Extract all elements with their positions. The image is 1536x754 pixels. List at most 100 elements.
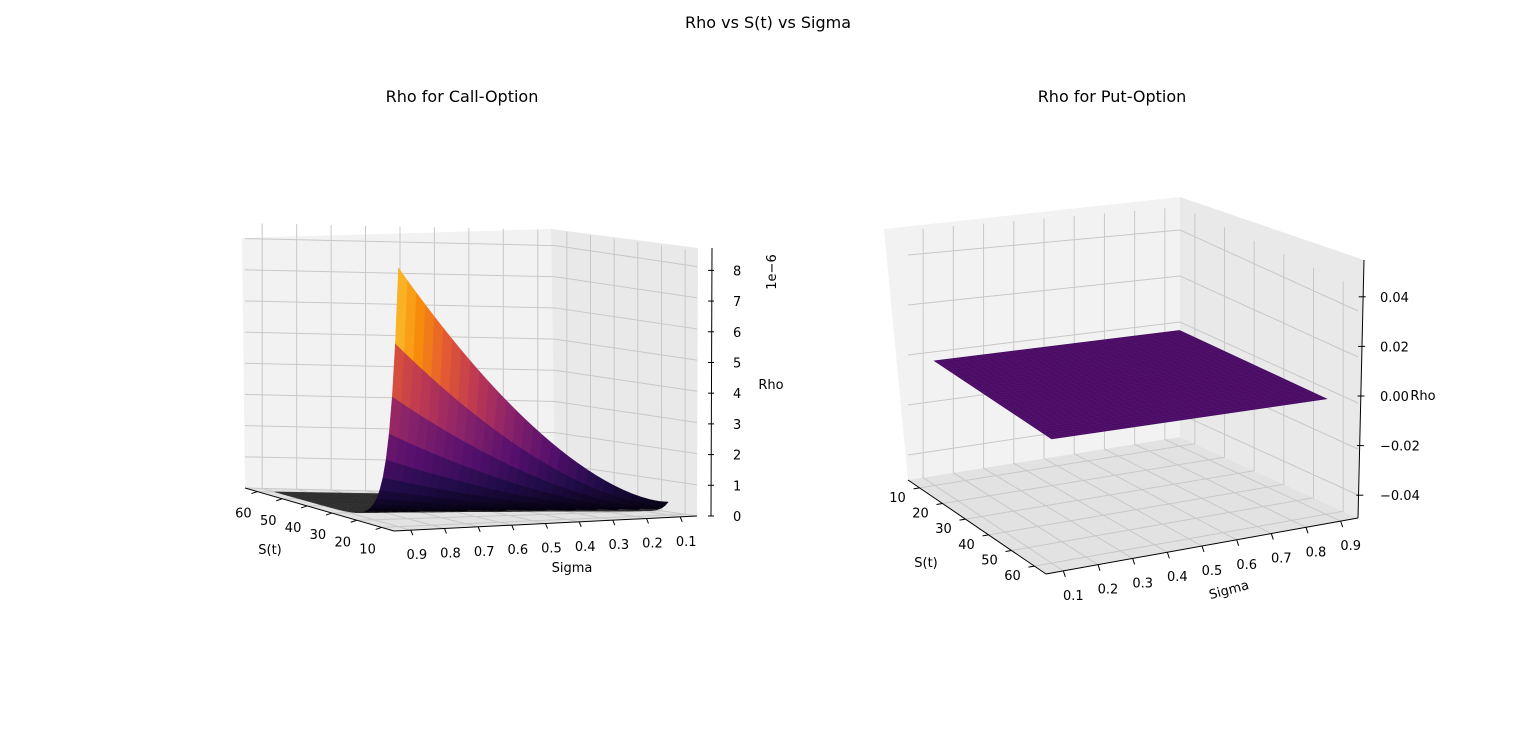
- call-sigma-tick: [578, 521, 582, 528]
- put-grid-line: [1013, 221, 1168, 553]
- put-grid-line: [1011, 267, 1314, 551]
- put-grid-line: [988, 254, 1285, 536]
- put-s-tick: [913, 487, 920, 490]
- put-grid-line: [907, 321, 1359, 404]
- put-sigma-tick-label: 0.5: [1202, 564, 1223, 579]
- call-z-tick-label: 1: [733, 479, 741, 494]
- put-surface-mesh: [1093, 341, 1231, 413]
- put-surface-mesh: [940, 359, 1059, 438]
- put-surface-mesh: [1112, 338, 1251, 410]
- put-surface-mesh: [995, 353, 1121, 429]
- put-surface-mesh: [1173, 331, 1320, 400]
- call-z-tick-label: 0: [733, 510, 741, 525]
- put-surface-mesh: [1148, 334, 1292, 404]
- call-sigma-tick-label: 0.6: [507, 543, 528, 558]
- put-side-wall: [1180, 197, 1364, 518]
- put-s-tick: [1005, 550, 1012, 552]
- put-s-tick-label: 30: [935, 522, 952, 537]
- call-grid-line: [244, 269, 698, 299]
- put-surface-mesh: [1069, 344, 1203, 417]
- put-rho-axis-label: Rho: [1410, 389, 1435, 404]
- put-z-axis-line: [1357, 259, 1365, 519]
- put-sigma-tick-label: 0.2: [1098, 583, 1119, 598]
- put-grid-line: [1043, 218, 1203, 547]
- put-surface-mesh: [959, 357, 1080, 435]
- call-s-tick-label: 60: [235, 507, 252, 522]
- call-z-tick-label: 4: [733, 387, 741, 402]
- call-sigma-tick-label: 0.8: [440, 547, 461, 562]
- put-surface-mesh: [953, 358, 1073, 436]
- put-sigma-tick-label: 0.4: [1167, 570, 1188, 585]
- call-z-tick-label: 3: [733, 418, 741, 433]
- put-sigma-tick: [1236, 539, 1240, 546]
- put-grid-line: [907, 275, 1359, 358]
- put-sigma-tick: [1340, 520, 1344, 528]
- put-surface-mesh: [1167, 331, 1313, 401]
- put-grid-line: [965, 240, 1255, 520]
- call-s-tick-label: 30: [310, 528, 327, 543]
- call-sigma-tick: [410, 529, 414, 536]
- put-sigma-tick-label: 0.7: [1271, 552, 1292, 567]
- put-surface-mesh: [1136, 335, 1279, 406]
- put-surface-mesh: [1057, 345, 1189, 419]
- call-surface: [274, 267, 669, 513]
- put-sigma-tick-label: 0.9: [1340, 539, 1361, 554]
- put-z-tick-label: 0.04: [1380, 291, 1409, 306]
- put-sigma-tick: [1097, 564, 1101, 571]
- call-sigma-tick-label: 0.9: [406, 548, 427, 563]
- put-surface: [933, 330, 1328, 440]
- call-grid-line: [244, 238, 698, 268]
- call-grid-line: [296, 224, 445, 529]
- call-grid-line: [244, 425, 698, 455]
- put-grid-line: [983, 223, 1133, 559]
- put-option-plot: Rho for Put-Option 0.04 0.02 0.00 −0.02 −0.0…: [884, 87, 1436, 604]
- put-grid-line: [1134, 210, 1307, 528]
- call-sigma-tick: [477, 526, 481, 533]
- put-s-axis-line: [907, 479, 1047, 575]
- call-sigma-tick: [646, 518, 649, 524]
- put-sigma-tick: [1062, 570, 1066, 578]
- call-sigma-axis-label: Sigma: [552, 561, 593, 576]
- put-surface-mesh: [1001, 352, 1128, 428]
- put-surface-mesh: [1118, 337, 1258, 409]
- put-sigma-tick: [1132, 558, 1136, 565]
- put-surface-mesh: [1008, 351, 1135, 427]
- call-z-axis-line: [710, 247, 713, 517]
- put-sigma-tick: [1201, 545, 1205, 553]
- put-surface-mesh: [1106, 339, 1244, 411]
- put-surface-mesh: [1087, 341, 1224, 414]
- put-sigma-axis-label: Sigma: [1207, 578, 1250, 603]
- call-s-axis-line: [244, 487, 395, 532]
- put-s-tick-label: 60: [1004, 569, 1021, 584]
- put-surface-mesh: [1075, 343, 1210, 416]
- call-rho-axis-label: Rho: [758, 378, 783, 393]
- call-grid-line: [244, 362, 698, 392]
- call-sigma-tick: [612, 519, 616, 526]
- put-surface-mesh: [1161, 332, 1306, 402]
- put-surface-mesh: [1050, 346, 1183, 420]
- call-s-tick: [350, 519, 357, 523]
- call-grid-line: [356, 245, 662, 521]
- put-grid-line: [1073, 215, 1237, 541]
- put-z-tick-label: 0.00: [1380, 390, 1409, 405]
- call-s-tick: [251, 491, 258, 495]
- call-grid-line: [244, 393, 698, 423]
- call-grid-line: [381, 249, 686, 528]
- put-surface-mesh: [977, 355, 1100, 432]
- call-grid-line: [365, 225, 512, 526]
- put-surface-mesh: [1038, 347, 1169, 422]
- call-s-tick-label: 20: [334, 535, 351, 550]
- put-surface-mesh: [1124, 337, 1265, 408]
- put-sigma-tick-label: 0.6: [1236, 558, 1257, 573]
- put-sigma-tick-label: 0.1: [1063, 589, 1084, 604]
- put-s-tick-label: 20: [912, 507, 929, 522]
- put-s-axis-label: S(t): [914, 556, 938, 571]
- put-grid-line: [919, 213, 1196, 489]
- call-grid-line: [330, 224, 479, 528]
- call-s-tick: [375, 526, 382, 530]
- call-surface-patch: [655, 501, 669, 506]
- call-sigma-tick-label: 0.3: [608, 538, 629, 553]
- call-s-tick-label: 50: [260, 514, 277, 529]
- figure-suptitle: Rho vs S(t) vs Sigma: [685, 13, 851, 32]
- put-axes: 0.04 0.02 0.00 −0.02 −0.04 10 20 30 40 50 60 0.1 0.2…: [889, 259, 1420, 604]
